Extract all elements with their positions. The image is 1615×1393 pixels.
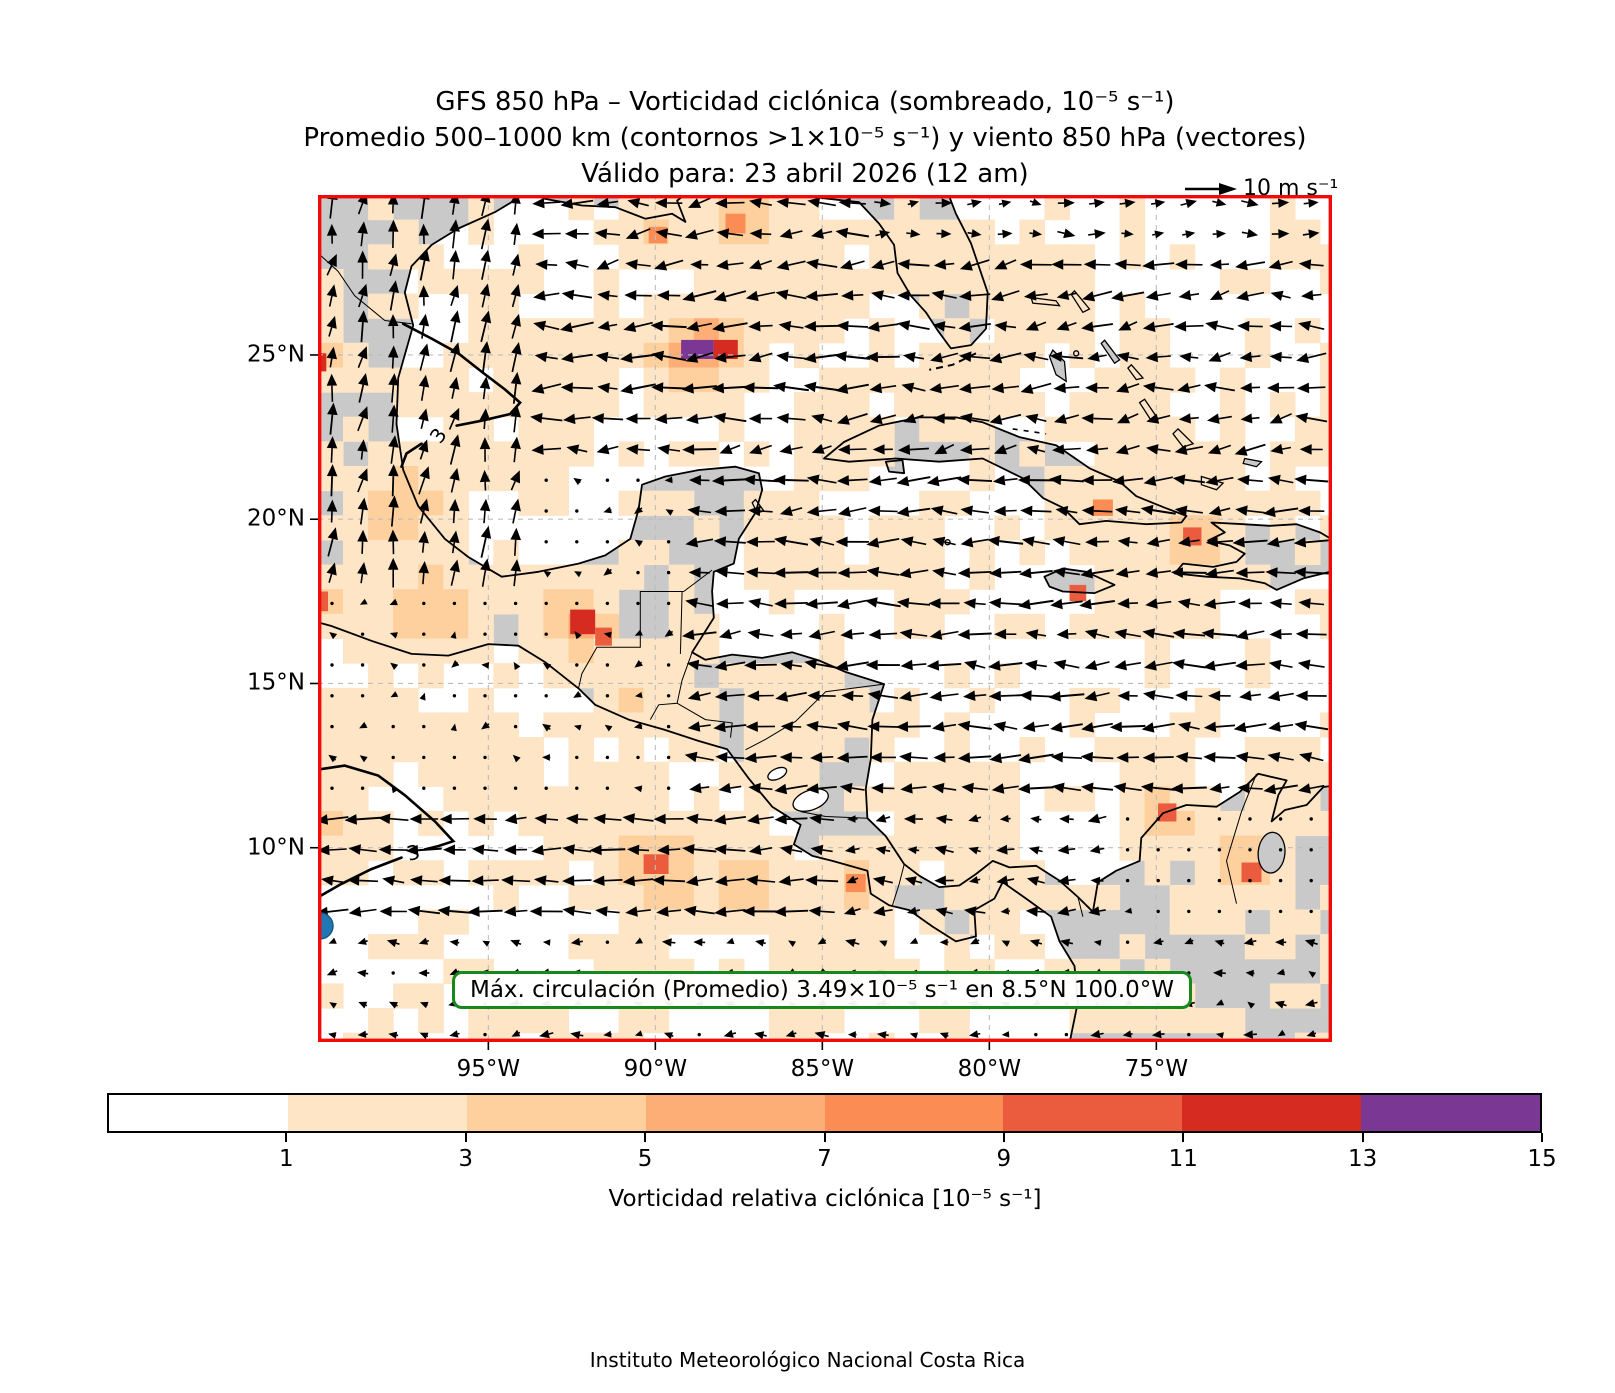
x-tick-label: 90°W: [623, 1056, 688, 1082]
colorbar-tick-label: 15: [1527, 1146, 1557, 1172]
colorbar-tick-label: 7: [817, 1146, 832, 1172]
colorbar-segment: [287, 1095, 467, 1131]
colorbar-segment: [824, 1095, 1004, 1131]
wind-reference-arrow-icon: [1185, 183, 1237, 195]
colorbar-tick: [1541, 1133, 1543, 1142]
colorbar-label: Vorticidad relativa ciclónica [10⁻⁵ s⁻¹]: [608, 1186, 1042, 1212]
title-line-2: Promedio 500–1000 km (contornos >1×10⁻⁵ …: [303, 123, 1307, 153]
colorbar-tick: [464, 1133, 467, 1142]
title-line-1: GFS 850 hPa – Vorticidad ciclónica (somb…: [435, 87, 1175, 117]
y-tick-label: 20°N: [247, 505, 305, 532]
y-tick-label: 25°N: [247, 341, 305, 368]
title-line-3: Válido para: 23 abril 2026 (12 am): [581, 159, 1029, 189]
x-tick-label: 75°W: [1124, 1056, 1189, 1082]
axis-ticks: [310, 354, 1158, 1050]
colorbar-segment: [109, 1095, 288, 1131]
country-borders: [318, 252, 1257, 917]
x-tick-label: 80°W: [957, 1056, 1022, 1082]
colorbar: [107, 1093, 1542, 1133]
x-tick-label: 95°W: [456, 1056, 521, 1082]
colorbar-tick-label: 11: [1168, 1146, 1198, 1172]
lakes: [767, 766, 1286, 874]
footer-credit: Instituto Meteorológico Nacional Costa R…: [589, 1348, 1026, 1372]
y-tick-label: 15°N: [247, 669, 305, 696]
colorbar-segment: [1182, 1095, 1362, 1131]
colorbar-tick-label: 9: [996, 1146, 1012, 1172]
colorbar-segment: [466, 1095, 646, 1131]
colorbar-segment: [1003, 1095, 1183, 1131]
colorbar-tick: [285, 1133, 288, 1142]
colorbar-segment: [645, 1095, 825, 1131]
chart-title: GFS 850 hPa – Vorticidad ciclónica (somb…: [0, 84, 1610, 192]
colorbar-tick: [1361, 1133, 1364, 1142]
colorbar-tick-label: 5: [637, 1146, 653, 1172]
colorbar-tick-label: 1: [279, 1146, 294, 1172]
colorbar-tick: [823, 1133, 826, 1142]
colorbar-tick: [1182, 1133, 1185, 1142]
map-frame: [318, 195, 1332, 1042]
y-tick-label: 10°N: [247, 834, 305, 861]
max-circulation-annotation: Máx. circulación (Promedio) 3.49×10⁻⁵ s⁻…: [452, 971, 1192, 1009]
map-content: 33: [318, 195, 1332, 1042]
colorbar-tick-label: 3: [458, 1146, 474, 1172]
colorbar-tick: [1002, 1133, 1005, 1142]
x-tick-label: 85°W: [790, 1056, 855, 1082]
wind-vectors: [318, 195, 1329, 1040]
colorbar-segment: [1361, 1095, 1540, 1131]
colorbar-tick-label: 13: [1347, 1146, 1378, 1172]
max-circulation-text: Máx. circulación (Promedio) 3.49×10⁻⁵ s⁻…: [469, 977, 1174, 1003]
graticule: [318, 195, 1332, 1042]
map-canvas: 33: [310, 195, 1332, 1050]
colorbar-tick: [644, 1133, 647, 1142]
